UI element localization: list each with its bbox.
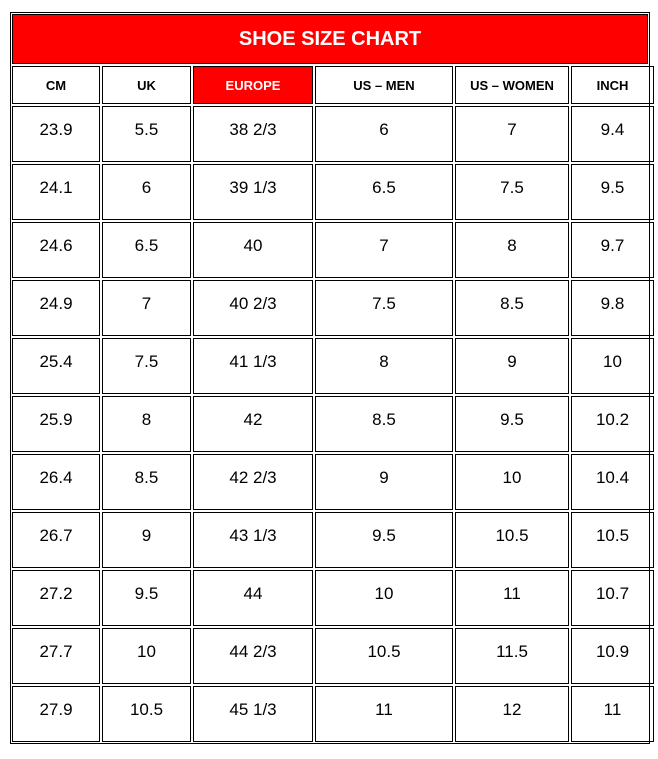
table-cell: 10.5 [315,628,453,684]
table-cell: 7 [102,280,191,336]
table-cell: 39 1/3 [193,164,313,220]
table-cell: 10.7 [571,570,654,626]
table-cell: 9.7 [571,222,654,278]
header-cell: CM [12,66,100,104]
table-cell: 10.5 [455,512,569,568]
table-cell: 6 [102,164,191,220]
table-cell: 42 [193,396,313,452]
table-cell: 12 [455,686,569,742]
header-cell: INCH [571,66,654,104]
table-cell: 9.5 [102,570,191,626]
table-cell: 43 1/3 [193,512,313,568]
table-row: 26.4 8.5 42 2/3 9 10 10.4 [12,454,654,510]
table-cell: 8 [102,396,191,452]
table-cell: 42 2/3 [193,454,313,510]
table-cell: 9.4 [571,106,654,162]
table-cell: 40 2/3 [193,280,313,336]
table-cell: 41 1/3 [193,338,313,394]
table-row: 24.9 7 40 2/3 7.5 8.5 9.8 [12,280,654,336]
table-row: 27.7 10 44 2/3 10.5 11.5 10.9 [12,628,654,684]
size-chart: SHOE SIZE CHART CM UK EUROPE US – MEN US – W… [10,12,654,744]
table-cell: 10 [102,628,191,684]
table-cell: 26.4 [12,454,100,510]
table-cell: 8.5 [315,396,453,452]
table-cell: 9.5 [571,164,654,220]
table-cell: 8.5 [455,280,569,336]
header-row: CM UK EUROPE US – MEN US – WOMEN INCH [12,66,654,104]
table-cell: 10 [315,570,453,626]
table-cell: 45 1/3 [193,686,313,742]
header-cell: US – MEN [315,66,453,104]
table-cell: 10.5 [571,512,654,568]
table-cell: 9.5 [315,512,453,568]
table-cell: 10.2 [571,396,654,452]
table-cell: 7 [455,106,569,162]
table-cell: 8 [455,222,569,278]
table-cell: 10 [571,338,654,394]
table-cell: 9 [455,338,569,394]
table-cell: 10.4 [571,454,654,510]
table-row: 25.4 7.5 41 1/3 8 9 10 [12,338,654,394]
table-cell: 9 [315,454,453,510]
table-cell: 44 [193,570,313,626]
table-cell: 10 [455,454,569,510]
table-cell: 44 2/3 [193,628,313,684]
table-cell: 26.7 [12,512,100,568]
table-cell: 9.8 [571,280,654,336]
table-cell: 6.5 [315,164,453,220]
table-cell: 7.5 [455,164,569,220]
table-cell: 24.9 [12,280,100,336]
table-cell: 40 [193,222,313,278]
table-cell: 6 [315,106,453,162]
table-row: 24.1 6 39 1/3 6.5 7.5 9.5 [12,164,654,220]
table-cell: 24.1 [12,164,100,220]
table-row: 23.9 5.5 38 2/3 6 7 9.4 [12,106,654,162]
table-cell: 10.9 [571,628,654,684]
table-cell: 24.6 [12,222,100,278]
chart-title: SHOE SIZE CHART [12,14,648,64]
table-row: 27.2 9.5 44 10 11 10.7 [12,570,654,626]
table-row: 24.6 6.5 40 7 8 9.7 [12,222,654,278]
table-cell: 11 [571,686,654,742]
table-cell: 11 [455,570,569,626]
table-cell: 8 [315,338,453,394]
header-cell: US – WOMEN [455,66,569,104]
table-cell: 7.5 [102,338,191,394]
table-cell: 27.2 [12,570,100,626]
table-cell: 8.5 [102,454,191,510]
header-cell: UK [102,66,191,104]
table-cell: 7 [315,222,453,278]
table-cell: 27.9 [12,686,100,742]
table-row: 27.9 10.5 45 1/3 11 12 11 [12,686,654,742]
size-table: CM UK EUROPE US – MEN US – WOMEN INCH 23.9 5.5 3… [10,64,656,744]
table-cell: 10.5 [102,686,191,742]
table-cell: 7.5 [315,280,453,336]
table-cell: 38 2/3 [193,106,313,162]
table-row: 26.7 9 43 1/3 9.5 10.5 10.5 [12,512,654,568]
table-cell: 25.9 [12,396,100,452]
table-cell: 5.5 [102,106,191,162]
table-row: 25.9 8 42 8.5 9.5 10.2 [12,396,654,452]
header-cell: EUROPE [193,66,313,104]
table-cell: 11 [315,686,453,742]
table-cell: 27.7 [12,628,100,684]
table-cell: 11.5 [455,628,569,684]
table-cell: 25.4 [12,338,100,394]
table-cell: 9.5 [455,396,569,452]
table-cell: 23.9 [12,106,100,162]
table-cell: 9 [102,512,191,568]
table-cell: 6.5 [102,222,191,278]
